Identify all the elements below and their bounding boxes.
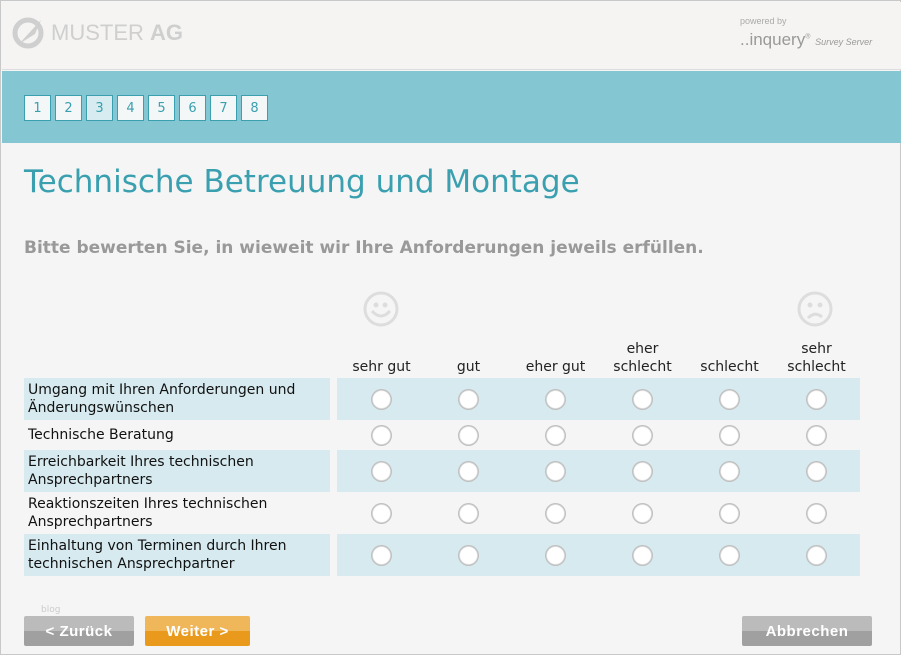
table-row: Technische Beratung xyxy=(24,421,860,449)
page-2-button[interactable]: 2 xyxy=(55,95,82,121)
column-header: schlecht xyxy=(686,340,773,376)
radio-4[interactable] xyxy=(632,545,653,566)
radio-3[interactable] xyxy=(545,545,566,566)
inquery-text: ..inquery xyxy=(740,30,806,49)
column-header-line2: schlecht xyxy=(700,359,759,375)
page-7-button[interactable]: 7 xyxy=(210,95,237,121)
radio-5[interactable] xyxy=(719,545,740,566)
radio-2[interactable] xyxy=(458,389,479,410)
column-header: sehr gut xyxy=(338,340,425,376)
radio-5[interactable] xyxy=(719,503,740,524)
next-button[interactable]: Weiter > xyxy=(145,616,250,646)
rating-cells xyxy=(337,493,860,533)
radio-1[interactable] xyxy=(371,503,392,524)
radio-6[interactable] xyxy=(806,461,827,482)
column-header-line1 xyxy=(338,340,425,358)
radio-2[interactable] xyxy=(458,461,479,482)
row-label: Reaktionszeiten Ihres technischen Anspre… xyxy=(28,496,268,530)
page-4-button[interactable]: 4 xyxy=(117,95,144,121)
radio-1[interactable] xyxy=(371,425,392,446)
row-label: Erreichbarkeit Ihres technischen Ansprec… xyxy=(24,450,330,492)
logo-icon xyxy=(12,17,44,49)
radio-2[interactable] xyxy=(458,425,479,446)
column-header: sehr schlecht xyxy=(773,340,860,376)
column-header-line1: sehr xyxy=(801,341,832,357)
column-header-line2: schlecht xyxy=(787,359,846,375)
radio-6[interactable] xyxy=(806,503,827,524)
header: MUSTER AG powered by ..inquery® Survey S… xyxy=(2,2,901,70)
sad-smiley-icon xyxy=(797,291,833,327)
page-8-button[interactable]: 8 xyxy=(241,95,268,121)
radio-3[interactable] xyxy=(545,461,566,482)
radio-4[interactable] xyxy=(632,425,653,446)
radio-6[interactable] xyxy=(806,425,827,446)
radio-5[interactable] xyxy=(719,425,740,446)
radio-4[interactable] xyxy=(632,461,653,482)
radio-4[interactable] xyxy=(632,503,653,524)
row-label: Technische Beratung xyxy=(28,427,174,443)
cancel-button[interactable]: Abbrechen xyxy=(742,616,872,646)
column-header-line1 xyxy=(686,340,773,358)
page-3-button[interactable]: 3 xyxy=(86,95,113,121)
column-header-line1 xyxy=(512,340,599,358)
radio-4[interactable] xyxy=(632,389,653,410)
page-6-button[interactable]: 6 xyxy=(179,95,206,121)
column-header-line1 xyxy=(425,340,512,358)
question-text: Bitte bewerten Sie, in wieweit wir Ihre … xyxy=(24,238,704,258)
radio-1[interactable] xyxy=(371,389,392,410)
logo: MUSTER AG xyxy=(11,16,183,50)
radio-2[interactable] xyxy=(458,503,479,524)
column-header-line2: gut xyxy=(456,359,481,375)
radio-3[interactable] xyxy=(545,503,566,524)
blog-link[interactable]: blog xyxy=(41,605,61,615)
rating-cells xyxy=(337,378,860,420)
column-header-line2: sehr gut xyxy=(352,359,411,375)
powered-by: powered by xyxy=(740,16,787,26)
row-label: Umgang mit Ihren Anforderungen und Änder… xyxy=(24,378,330,420)
table-row: Erreichbarkeit Ihres technischen Ansprec… xyxy=(24,450,860,492)
page-title: Technische Betreuung und Montage xyxy=(24,164,580,200)
rating-cells xyxy=(337,421,860,449)
rating-cells xyxy=(337,534,860,576)
radio-1[interactable] xyxy=(371,461,392,482)
radio-1[interactable] xyxy=(371,545,392,566)
logo-text: MUSTER xyxy=(51,20,144,45)
survey-server-text: Survey Server xyxy=(815,37,873,47)
table-row: Umgang mit Ihren Anforderungen und Änder… xyxy=(24,378,860,420)
page-5-button[interactable]: 5 xyxy=(148,95,175,121)
column-header: eher gut xyxy=(512,340,599,376)
back-button[interactable]: < Zurück xyxy=(24,616,134,646)
inquery-logo: ..inquery® Survey Server xyxy=(740,30,873,49)
radio-6[interactable] xyxy=(806,545,827,566)
radio-3[interactable] xyxy=(545,425,566,446)
table-row: Einhaltung von Terminen durch Ihren tech… xyxy=(24,534,860,576)
logo-text-bold: AG xyxy=(150,20,184,45)
column-header-line2: eher gut xyxy=(525,359,586,375)
table-row: Reaktionszeiten Ihres technischen Anspre… xyxy=(24,493,860,533)
radio-5[interactable] xyxy=(719,389,740,410)
happy-smiley-icon xyxy=(363,291,399,327)
column-header-line1: eher xyxy=(626,341,659,357)
radio-6[interactable] xyxy=(806,389,827,410)
rating-cells xyxy=(337,450,860,492)
radio-2[interactable] xyxy=(458,545,479,566)
page-1-button[interactable]: 1 xyxy=(24,95,51,121)
radio-5[interactable] xyxy=(719,461,740,482)
column-header: eher schlecht xyxy=(599,340,686,376)
column-header: gut xyxy=(425,340,512,376)
radio-3[interactable] xyxy=(545,389,566,410)
column-header-line2: schlecht xyxy=(613,359,672,375)
row-label: Einhaltung von Terminen durch Ihren tech… xyxy=(24,534,330,576)
